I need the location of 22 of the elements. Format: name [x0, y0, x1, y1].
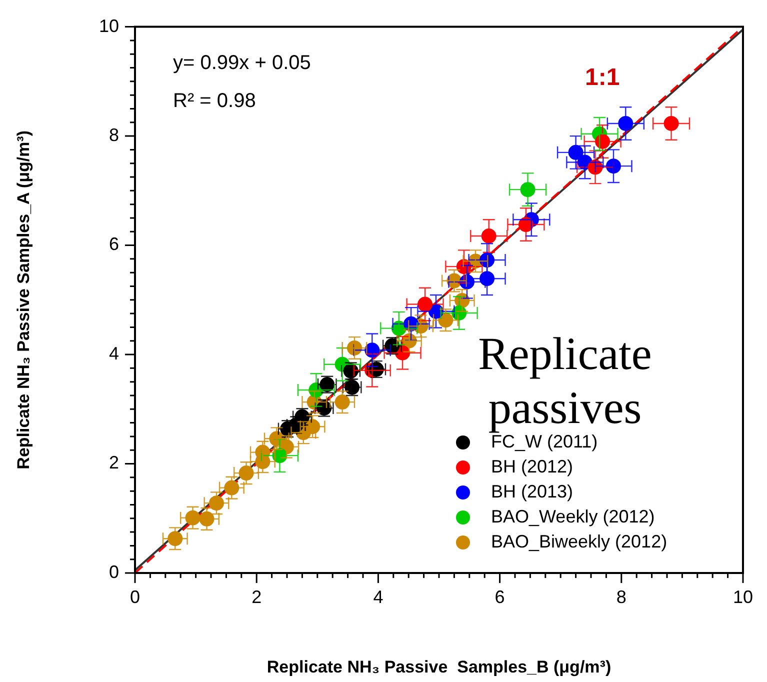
legend-label: BH (2012): [490, 456, 574, 476]
y-axis-title: Replicate NH₃ Passive Samples_A (μg/m³): [14, 130, 33, 470]
x-tick-label: 8: [616, 586, 626, 607]
x-tick-label: 2: [252, 586, 262, 607]
annotation: R² = 0.98: [173, 90, 256, 112]
x-tick-label: 6: [494, 586, 505, 607]
x-tick-label: 10: [732, 586, 754, 607]
x-tick-label: 0: [130, 586, 140, 607]
legend-label: BAO_Biweekly (2012): [490, 531, 668, 552]
y-tick-label: 8: [108, 125, 119, 146]
y-tick-label: 2: [108, 452, 119, 473]
y-tick-label: 6: [108, 234, 119, 254]
y-tick-label: 10: [98, 16, 119, 36]
y-tick-label: 4: [108, 343, 119, 364]
x-tick-label: 4: [373, 586, 384, 607]
legend-label: BAO_Weekly (2012): [490, 506, 655, 526]
annotation: 1:1: [585, 64, 620, 91]
annotation: y= 0.99x + 0.05: [173, 52, 311, 74]
legend-label: BH (2013): [490, 481, 574, 502]
x-axis-title: Replicate NH₃ Passive Samples_B (μg/m³): [266, 657, 612, 676]
y-tick-label: 0: [108, 562, 119, 582]
annotation: Replicate passives: [478, 328, 652, 433]
